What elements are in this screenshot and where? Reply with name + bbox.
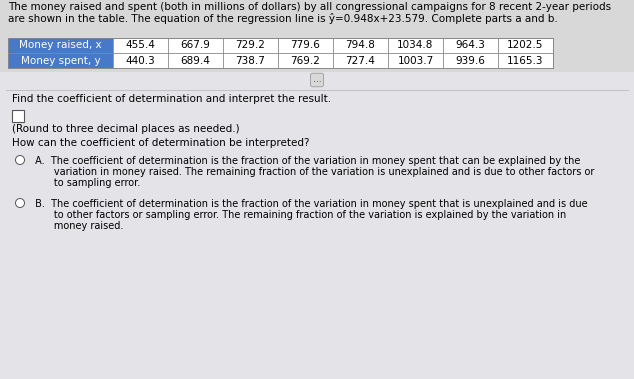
Text: 794.8: 794.8 (346, 41, 375, 50)
Text: 1003.7: 1003.7 (398, 55, 434, 66)
Text: to other factors or sampling error. The remaining fraction of the variation is e: to other factors or sampling error. The … (32, 210, 566, 220)
Text: B.  The coefficient of determination is the fraction of the variation in money s: B. The coefficient of determination is t… (32, 199, 588, 209)
FancyBboxPatch shape (0, 72, 634, 379)
Text: are shown in the table. The equation of the regression line is ŷ=0.948x+23.579. : are shown in the table. The equation of … (8, 13, 558, 24)
Text: How can the coefficient of determination be interpreted?: How can the coefficient of determination… (12, 138, 309, 148)
Text: 1202.5: 1202.5 (507, 41, 544, 50)
Text: Money raised, x: Money raised, x (19, 41, 102, 50)
Text: (Round to three decimal places as needed.): (Round to three decimal places as needed… (12, 124, 240, 134)
Text: variation in money raised. The remaining fraction of the variation is unexplaine: variation in money raised. The remaining… (32, 167, 595, 177)
Text: 667.9: 667.9 (181, 41, 210, 50)
Text: 964.3: 964.3 (456, 41, 486, 50)
FancyBboxPatch shape (8, 53, 113, 68)
Text: 727.4: 727.4 (346, 55, 375, 66)
Text: 1165.3: 1165.3 (507, 55, 544, 66)
FancyBboxPatch shape (8, 38, 553, 68)
Text: 769.2: 769.2 (290, 55, 320, 66)
Text: 1034.8: 1034.8 (398, 41, 434, 50)
Text: 779.6: 779.6 (290, 41, 320, 50)
Text: Money spent, y: Money spent, y (21, 55, 100, 66)
Text: Find the coefficient of determination and interpret the result.: Find the coefficient of determination an… (12, 94, 331, 104)
FancyBboxPatch shape (12, 110, 24, 122)
Text: 729.2: 729.2 (236, 41, 266, 50)
Text: 689.4: 689.4 (181, 55, 210, 66)
Text: 455.4: 455.4 (126, 41, 155, 50)
Text: The money raised and spent (both in millions of dollars) by all congressional ca: The money raised and spent (both in mill… (8, 2, 611, 12)
FancyBboxPatch shape (8, 38, 113, 53)
Text: A.  The coefficient of determination is the fraction of the variation in money s: A. The coefficient of determination is t… (32, 156, 580, 166)
Text: 440.3: 440.3 (126, 55, 155, 66)
Text: to sampling error.: to sampling error. (32, 178, 140, 188)
Text: ...: ... (313, 75, 321, 85)
Text: 939.6: 939.6 (456, 55, 486, 66)
Circle shape (15, 199, 25, 207)
Text: 738.7: 738.7 (236, 55, 266, 66)
Circle shape (15, 155, 25, 164)
Text: money raised.: money raised. (32, 221, 124, 231)
